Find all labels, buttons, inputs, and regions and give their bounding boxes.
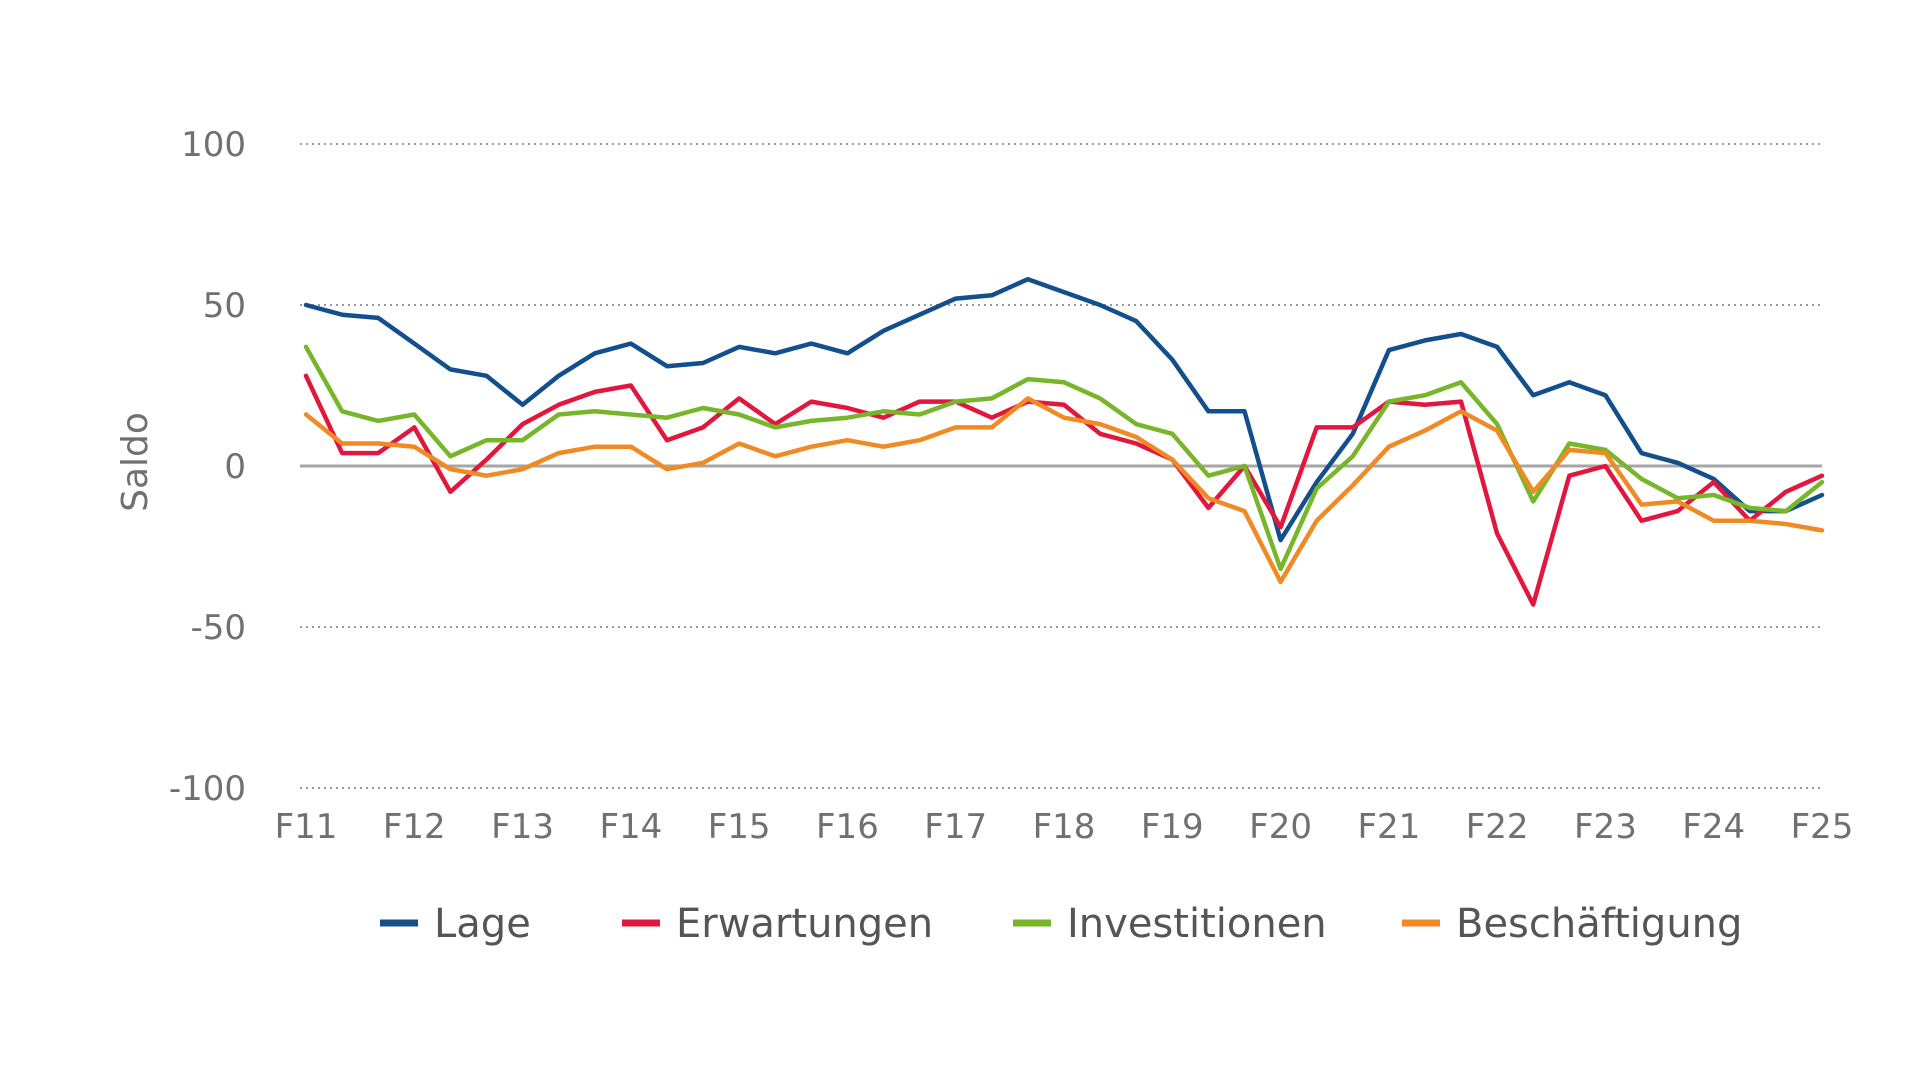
x-axis-ticks: F11 F12 F13 F14 F15 F16 F17 F18 F19 F20 F21 F22 F23 F… xyxy=(275,807,1854,847)
x-tick-label: F22 xyxy=(1466,807,1529,847)
legend: Lage Erwartungen Investitionen Beschäftigun… xyxy=(380,901,1742,947)
x-tick-label: F11 xyxy=(275,807,338,847)
grid-lines xyxy=(300,143,1822,789)
legend-label: Erwartungen xyxy=(676,901,933,947)
x-tick-label: F12 xyxy=(383,807,446,847)
x-tick-label: F16 xyxy=(816,807,879,847)
x-tick-label: F19 xyxy=(1141,807,1204,847)
y-axis-label: Saldo xyxy=(115,412,156,512)
legend-label: Lage xyxy=(434,901,531,947)
legend-label: Investitionen xyxy=(1067,901,1327,947)
x-tick-label: F15 xyxy=(708,807,771,847)
series-line-investitionen xyxy=(303,344,1825,572)
y-tick-label: -50 xyxy=(190,608,246,648)
legend-label: Beschäftigung xyxy=(1456,901,1742,947)
y-tick-label: 50 xyxy=(203,286,246,326)
y-tick-label: 0 xyxy=(224,447,246,487)
x-tick-label: F21 xyxy=(1357,807,1420,847)
series-lines xyxy=(303,276,1825,607)
y-tick-label: -100 xyxy=(169,769,246,809)
x-tick-label: F13 xyxy=(491,807,554,847)
series-line-beschäftigung xyxy=(303,396,1825,585)
series-line-lage xyxy=(303,276,1825,543)
x-tick-label: F18 xyxy=(1033,807,1096,847)
x-tick-label: F17 xyxy=(924,807,987,847)
x-tick-label: F23 xyxy=(1574,807,1637,847)
x-tick-label: F24 xyxy=(1682,807,1745,847)
x-tick-label: F25 xyxy=(1791,807,1854,847)
y-tick-label: 100 xyxy=(181,125,246,165)
series-line-erwartungen xyxy=(303,373,1825,607)
y-axis-ticks: 100 50 0 -50 -100 xyxy=(169,125,246,809)
x-tick-label: F14 xyxy=(599,807,662,847)
x-tick-label: F20 xyxy=(1249,807,1312,847)
